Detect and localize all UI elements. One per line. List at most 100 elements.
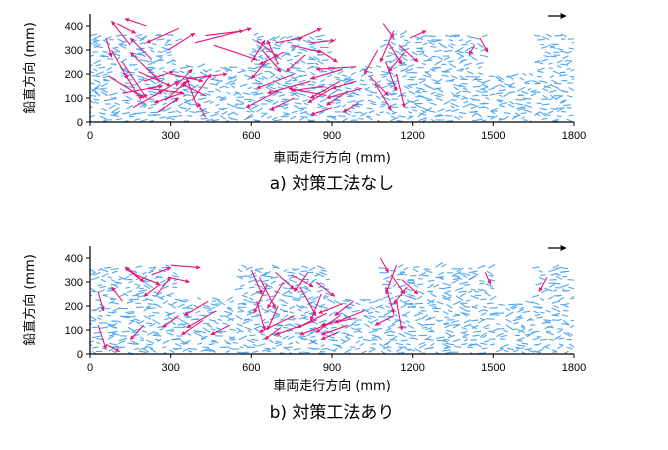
panel-a-displacement-vector [108, 75, 145, 99]
panel-a-field-vector [90, 71, 94, 74]
panel-a-field-vector [477, 79, 486, 85]
panel-b-field-vector [376, 336, 383, 340]
panel-a-field-vector [259, 56, 264, 60]
panel-a-field-vector [274, 43, 281, 48]
panel-b-field-vector [261, 349, 271, 352]
panel-b-x-tick-label: 900 [323, 362, 341, 374]
panel-a-field-vector [224, 66, 233, 72]
panel-b-field-vector [520, 324, 526, 328]
panel-b-field-vector [405, 320, 410, 324]
panel-a-field-vector [171, 63, 177, 66]
panel-b-field-vector [274, 341, 283, 345]
panel-a-field-vector [428, 41, 435, 46]
panel-b-field-vector [379, 306, 385, 310]
panel-a-field-vector [307, 39, 315, 45]
panel-b-field-vector [459, 272, 468, 278]
panel-b-field-vector [425, 316, 432, 321]
panel-a-field-vector [246, 110, 252, 113]
panel-b-field-vector [195, 310, 201, 314]
panel-b-field-vector [225, 315, 234, 322]
panel-b-field-vector [264, 347, 272, 350]
panel-b-field-vector [334, 344, 343, 349]
panel-a-field-vector [380, 72, 390, 76]
panel-a-field-vector [405, 41, 411, 45]
panel-b-field-vector [321, 347, 329, 351]
panel-b-field-vector [421, 323, 427, 327]
panel-b-field-vector [500, 343, 509, 349]
panel-b-field-vector [557, 344, 563, 350]
panel-b-field-vector [455, 287, 464, 292]
panel-b-field-vector [127, 326, 135, 332]
panel-b-field-vector [498, 303, 505, 306]
panel-b-displacement-vector [258, 276, 276, 309]
panel-b-field-vector [408, 348, 416, 352]
panel-a-field-vector [279, 41, 285, 45]
panel-b-field-vector [564, 350, 569, 354]
panel-b-field-vector [210, 328, 216, 331]
panel-a-field-vector [492, 84, 500, 89]
panel-b-field-vector [173, 272, 178, 276]
panel-a-field-vector [235, 99, 245, 104]
panel-a-displacement-vector [143, 70, 174, 82]
panel-a-field-vector [281, 52, 289, 58]
panel-a-field-vector [389, 92, 396, 96]
panel-b-field-vector [407, 293, 415, 297]
panel-b-field-vector [228, 346, 234, 350]
panel-a-field-vector [571, 77, 574, 81]
panel-a-field-vector [133, 68, 139, 71]
panel-a-field-vector [434, 82, 441, 85]
panel-b-field-vector [133, 333, 140, 337]
panel-a-field-vector [101, 107, 108, 112]
panel-a-field-vector [93, 42, 99, 47]
panel-a-field-vector [247, 100, 256, 102]
panel-b-field-vector [569, 297, 574, 300]
panel-b-field-vector [183, 339, 191, 346]
panel-a-field-vector [462, 90, 471, 93]
panel-a-x-tick-label: 1800 [562, 130, 586, 142]
panel-b-field-vector [409, 295, 417, 301]
panel-a-field-vector [455, 90, 461, 95]
panel-b-field-vector [135, 285, 141, 289]
panel-b-field-vector [253, 325, 262, 330]
panel-a-field-vector [254, 92, 264, 96]
panel-b-field-vector [433, 284, 440, 288]
panel-b-field-vector [500, 334, 508, 338]
panel-b-field-vector [370, 318, 379, 324]
panel-b-field-vector [463, 323, 472, 328]
panel-a-field-vector [516, 106, 525, 110]
panel-a-field-vector [459, 84, 466, 88]
panel-a-field-vector [302, 48, 308, 52]
panel-a-field-vector [550, 94, 558, 101]
panel-a-field-vector [435, 39, 443, 42]
panel-a-field-vector [516, 86, 526, 92]
panel-b-field-vector [445, 290, 452, 293]
panel-a-field-vector [436, 93, 444, 96]
panel-b-field-vector [264, 275, 273, 278]
panel-a-field-vector [388, 51, 397, 56]
panel-b-caption: b) 対策工法あり [270, 403, 395, 423]
panel-b-field-vector [433, 310, 440, 313]
panel-b-field-vector [560, 270, 570, 273]
panel-b-field-vector [534, 313, 541, 317]
panel-a-field-vector [407, 64, 414, 68]
panel-b-displacement-vector [293, 272, 309, 292]
panel-a-field-vector [229, 75, 238, 80]
panel-a-field-vector [539, 107, 547, 111]
panel-b-field-vector [345, 306, 351, 310]
panel-b-field-vector [543, 319, 552, 322]
panel-a-field-vector [524, 80, 532, 84]
panel-b-field-vector [374, 310, 380, 314]
panel-a-field-vector [290, 75, 297, 81]
panel-a-field-vector [280, 99, 288, 103]
panel-a-field-vector [253, 32, 259, 36]
panel-a-field-vector [450, 43, 456, 46]
panel-b-field-vector [252, 343, 258, 347]
panel-b-field-vector [549, 283, 555, 288]
panel-a-field-vector [285, 79, 293, 84]
panel-a-field-vector [453, 83, 462, 88]
panel-b-field-vector [551, 314, 560, 317]
panel-b-field-vector [162, 300, 169, 305]
panel-b-field-vector [483, 309, 489, 312]
panel-b-field-vector [146, 343, 153, 346]
panel-b-field-vector [462, 312, 470, 316]
